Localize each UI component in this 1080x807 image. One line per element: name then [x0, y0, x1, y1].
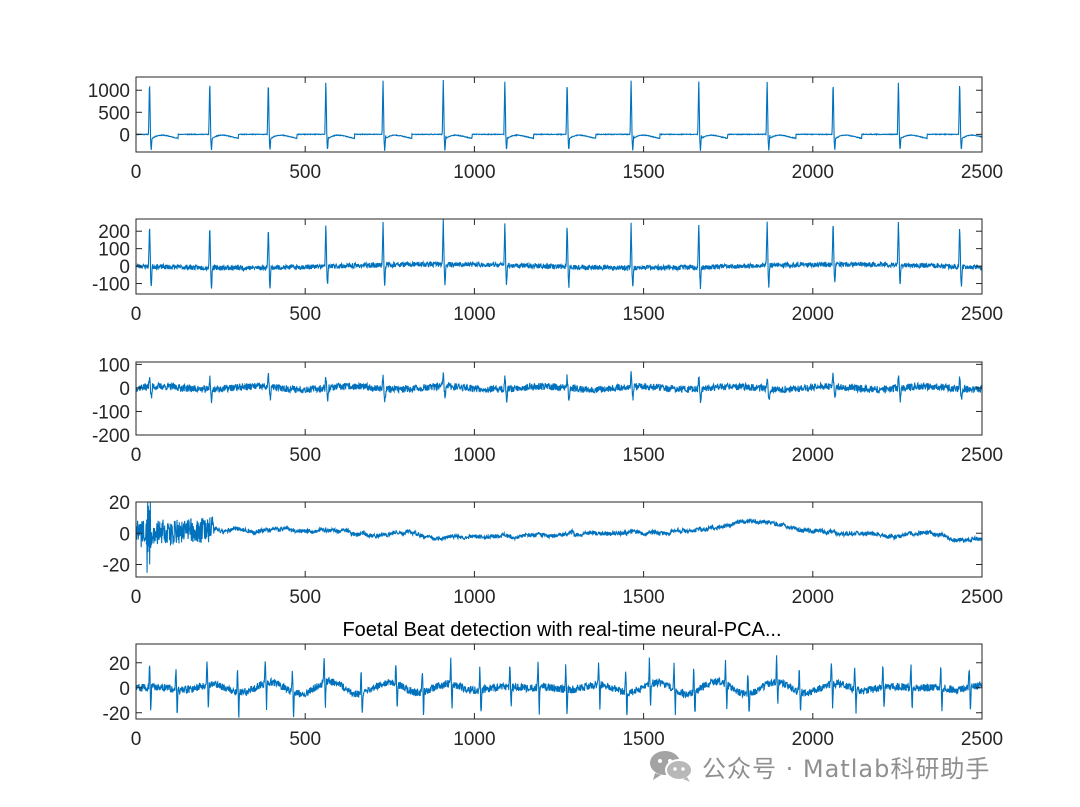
x-tick-label: 1000: [453, 162, 495, 183]
y-tick-label: 100: [98, 240, 130, 261]
y-tick-label: 0: [119, 524, 130, 545]
x-tick-label: 1000: [453, 587, 495, 608]
y-tick-label: 0: [119, 125, 130, 146]
y-tick-label: 20: [109, 493, 130, 514]
x-tick-label: 2000: [792, 445, 834, 466]
y-tick-label: 500: [98, 103, 130, 124]
x-tick-label: 1000: [453, 729, 495, 750]
watermark: 公众号 · Matlab科研助手: [648, 748, 990, 784]
x-tick-label: 1500: [622, 587, 664, 608]
chart-title: Foetal Beat detection with real-time neu…: [342, 619, 781, 641]
x-tick-label: 2500: [961, 445, 1003, 466]
series-line-2-1: [136, 219, 982, 290]
axes-box: [135, 501, 983, 578]
axes-box: [135, 643, 983, 720]
x-tick-label: 0: [131, 729, 142, 750]
x-tick-label: 1500: [622, 304, 664, 325]
x-tick-label: 0: [131, 304, 142, 325]
y-tick-label: 100: [98, 355, 130, 376]
y-tick-label: -20: [103, 704, 130, 725]
y-tick-label: 0: [119, 257, 130, 278]
x-tick-label: 2500: [961, 304, 1003, 325]
y-tick-label: 20: [109, 654, 130, 675]
x-tick-label: 2000: [792, 587, 834, 608]
y-tick-label: -100: [92, 275, 130, 296]
y-tick-label: -200: [92, 426, 130, 447]
x-tick-label: 0: [131, 445, 142, 466]
x-tick-label: 0: [131, 587, 142, 608]
x-tick-label: 500: [289, 587, 321, 608]
x-tick-label: 500: [289, 162, 321, 183]
series-line-1-1: [136, 79, 982, 151]
watermark-text: 公众号 · Matlab科研助手: [702, 754, 991, 783]
x-tick-label: 2500: [961, 587, 1003, 608]
wechat-icon: [650, 751, 693, 782]
x-tick-label: 500: [289, 445, 321, 466]
x-tick-label: 500: [289, 729, 321, 750]
y-tick-label: 200: [98, 222, 130, 243]
axes-box: [135, 218, 983, 295]
x-tick-label: 1000: [453, 304, 495, 325]
x-tick-label: 1500: [622, 445, 664, 466]
series-line-4-1: [136, 502, 982, 573]
y-tick-label: -20: [103, 556, 130, 577]
x-tick-label: 2000: [792, 162, 834, 183]
x-tick-label: 2500: [961, 729, 1003, 750]
series-line-5-1: [136, 655, 982, 718]
axes-box: [135, 361, 983, 436]
x-tick-label: 0: [131, 162, 142, 183]
x-tick-label: 2000: [792, 304, 834, 325]
y-tick-label: 0: [119, 379, 130, 400]
y-tick-label: 1000: [88, 81, 130, 102]
y-tick-label: 0: [119, 679, 130, 700]
axes-box: [135, 76, 983, 153]
x-tick-label: 500: [289, 304, 321, 325]
series-line-3-1: [136, 371, 982, 404]
x-tick-label: 1500: [622, 162, 664, 183]
y-tick-label: -100: [92, 402, 130, 423]
x-tick-label: 1500: [622, 729, 664, 750]
x-tick-label: 2500: [961, 162, 1003, 183]
x-tick-label: 2000: [792, 729, 834, 750]
x-tick-label: 1000: [453, 445, 495, 466]
